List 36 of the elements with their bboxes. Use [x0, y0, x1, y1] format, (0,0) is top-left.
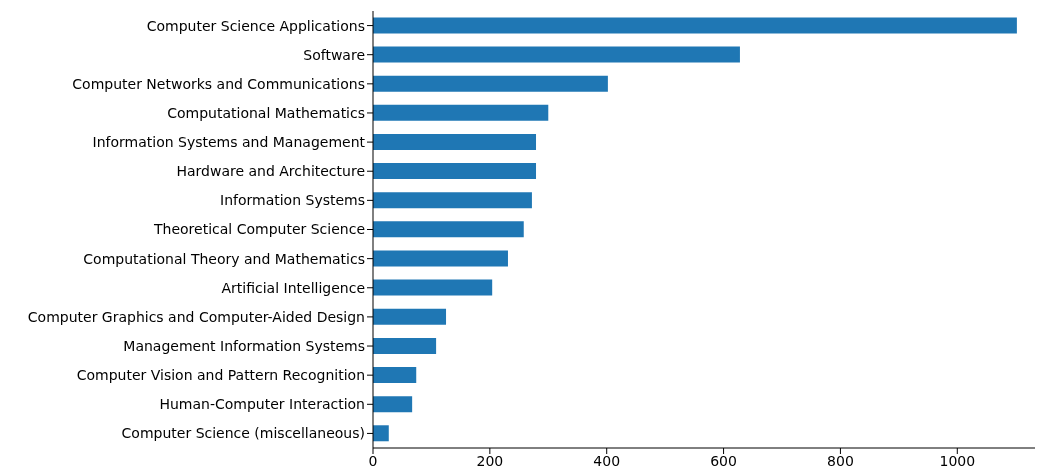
bar: [373, 75, 608, 92]
bar: [373, 221, 524, 238]
y-tick-label: Artificial Intelligence: [221, 279, 365, 296]
x-tick-label: 1000: [939, 452, 976, 468]
y-tick-label: Computer Graphics and Computer-Aided Design: [27, 308, 365, 325]
x-tick-label: 800: [827, 452, 854, 468]
y-tick-label: Human-Computer Interaction: [159, 396, 365, 413]
bar: [373, 308, 447, 325]
bar: [373, 133, 537, 150]
bar: [373, 337, 437, 354]
y-tick-label: Hardware and Architecture: [176, 163, 365, 180]
x-tick-label: 400: [593, 452, 621, 468]
y-tick-label: Computer Vision and Pattern Recognition: [76, 367, 365, 384]
y-tick-label: Theoretical Computer Science: [153, 221, 365, 238]
y-tick-label: Computational Theory and Mathematics: [83, 250, 365, 267]
bar: [373, 17, 1017, 34]
y-tick-label: Information Systems: [220, 192, 365, 209]
bar: [373, 367, 417, 384]
y-tick-label: Computer Science Applications: [146, 17, 365, 34]
y-tick-label: Software: [303, 46, 365, 63]
x-tick-label: 600: [710, 452, 737, 468]
y-tick-label: Computer Science (miscellaneous): [121, 425, 365, 442]
x-tick-label: 0: [368, 452, 378, 468]
y-tick-label: Management Information Systems: [123, 338, 365, 354]
bar: [373, 279, 493, 296]
bar: [373, 396, 413, 413]
bar: [373, 46, 740, 63]
bar: [373, 192, 532, 209]
bar: [373, 425, 389, 442]
y-tick-label: Information Systems and Management: [92, 134, 366, 151]
bar: [373, 163, 537, 180]
y-tick-label: Computer Networks and Communications: [72, 75, 365, 92]
x-tick-label: 200: [476, 452, 504, 468]
bar: [373, 250, 508, 267]
y-tick-label: Computational Mathematics: [167, 104, 365, 121]
bar: [373, 104, 549, 121]
